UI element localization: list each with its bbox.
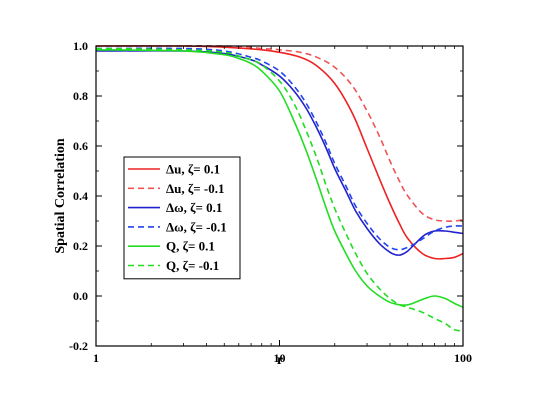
y-axis-label: Spatial Correlation xyxy=(53,138,68,253)
y-tick-label: -0.2 xyxy=(69,339,88,353)
series-line-5 xyxy=(95,49,464,309)
series-line-2 xyxy=(95,45,464,222)
y-tick-label: 0.8 xyxy=(73,89,88,103)
legend-label-6: Q, ζ= -0.1 xyxy=(166,258,219,273)
y-tick-label: 0.2 xyxy=(73,239,88,253)
x-axis-label: r xyxy=(277,353,283,368)
x-tick-label: 10 xyxy=(274,351,286,365)
legend-label-5: Q, ζ= 0.1 xyxy=(166,239,215,254)
series-line-4 xyxy=(95,47,464,251)
legend-label-4: Δω, ζ= -0.1 xyxy=(166,219,227,234)
y-tick-label: 1.0 xyxy=(73,39,88,53)
x-tick-label: 1 xyxy=(93,351,99,365)
axis-layer: 1 10 100 -0.2 0.0 0.2 0.4 0.6 0.8 1.0 xyxy=(69,39,472,365)
x-tick-label: 100 xyxy=(454,351,472,365)
series-layer xyxy=(95,45,464,332)
legend-box xyxy=(123,156,241,280)
legend-label-2: Δu, ζ= -0.1 xyxy=(166,181,225,196)
series-line-1 xyxy=(95,45,464,260)
y-tick-label: 0.0 xyxy=(73,289,88,303)
series-line-6 xyxy=(95,47,464,332)
y-tick-label: 0.6 xyxy=(73,139,88,153)
y-tick-label: 0.4 xyxy=(73,189,88,203)
series-line-3 xyxy=(95,50,464,256)
legend: Δu, ζ= 0.1 Δu, ζ= -0.1 Δω, ζ= 0.1 Δω, ζ= -0… xyxy=(123,156,241,280)
legend-label-1: Δu, ζ= 0.1 xyxy=(166,162,220,177)
legend-label-3: Δω, ζ= 0.1 xyxy=(166,200,222,215)
